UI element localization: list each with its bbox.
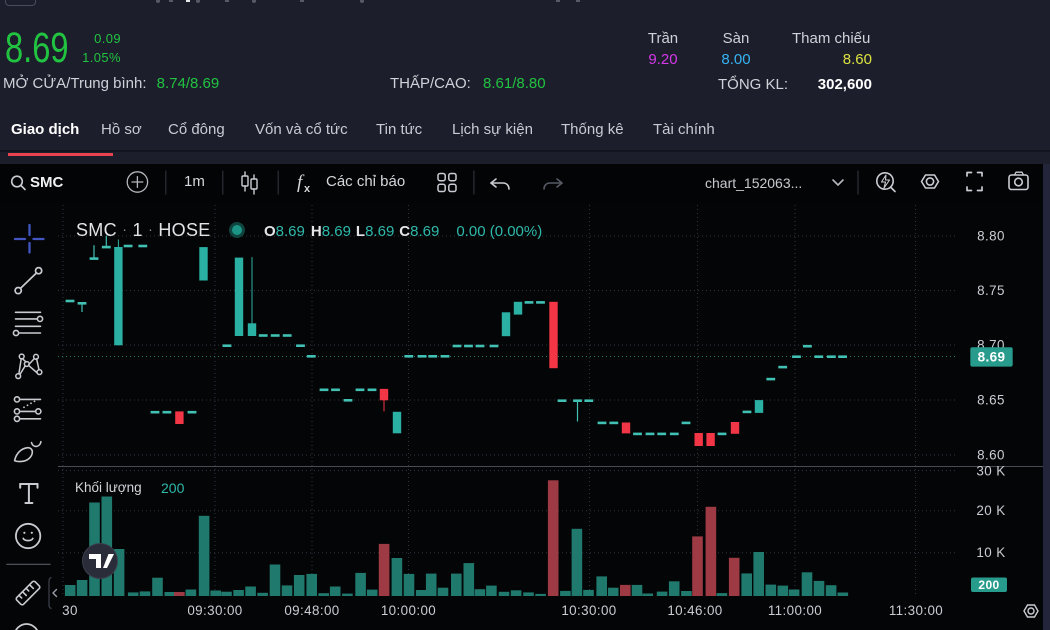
svg-text:30 K: 30 K xyxy=(976,464,1005,479)
svg-text:11:00:00: 11:00:00 xyxy=(768,603,822,618)
svg-text:10:46:00: 10:46:00 xyxy=(667,603,722,618)
svg-text:09:48:00: 09:48:00 xyxy=(284,603,339,618)
svg-text:10:30:00: 10:30:00 xyxy=(561,603,616,618)
svg-text:09:30:00: 09:30:00 xyxy=(187,603,242,618)
svg-text:8.60: 8.60 xyxy=(977,448,1005,463)
svg-text:10 K: 10 K xyxy=(976,545,1005,560)
svg-text:30: 30 xyxy=(62,603,78,618)
svg-text:11:30:00: 11:30:00 xyxy=(889,603,943,618)
svg-text:x: x xyxy=(304,183,311,195)
svg-text:8.69: 8.69 xyxy=(978,350,1006,365)
svg-text:8.65: 8.65 xyxy=(977,393,1005,408)
svg-text:f: f xyxy=(297,172,305,193)
svg-text:20 K: 20 K xyxy=(976,503,1005,518)
svg-text:10:00:00: 10:00:00 xyxy=(381,603,436,618)
svg-text:8.75: 8.75 xyxy=(977,283,1005,298)
svg-text:8.80: 8.80 xyxy=(977,229,1005,244)
svg-text:200: 200 xyxy=(978,578,999,592)
